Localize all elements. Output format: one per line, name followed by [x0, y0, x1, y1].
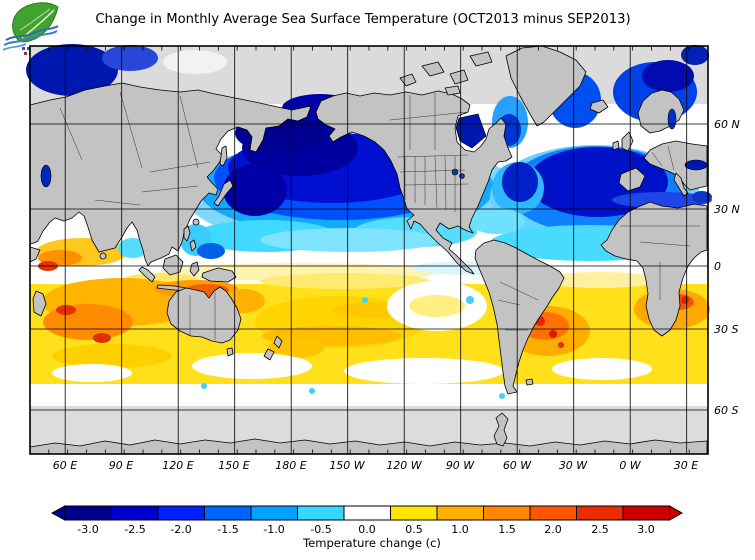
longitude-label: 180 E: [275, 459, 306, 472]
colorbar-caption: Temperature change (c): [302, 536, 441, 550]
colorbar-tick-label: 0.0: [358, 523, 376, 536]
region-iberia: [618, 167, 646, 192]
hudson-bay: [455, 113, 487, 149]
colorbar-tick-label: 0.5: [405, 523, 423, 536]
colorbar-segment: [576, 505, 624, 521]
islands-philippines-south: [189, 239, 197, 252]
island-sulawesi: [189, 261, 200, 277]
longitude-label: 60 W: [503, 459, 532, 472]
colorbar-tick-label: -2.0: [170, 523, 191, 536]
longitude-label: 150 W: [329, 459, 365, 472]
colorbar-segment: [157, 505, 205, 521]
colorbar-segment: [436, 505, 484, 521]
longitude-label: 30 E: [674, 459, 698, 472]
island-new-guinea: [201, 267, 237, 283]
colorbar-tick-label: 3.0: [637, 523, 655, 536]
island-sumatra: [138, 266, 156, 283]
colorbar-segment: [343, 505, 391, 521]
latitude-label: 60 S: [714, 404, 738, 417]
colorbar-right-arrow: [669, 505, 684, 521]
longitude-label: 30 W: [559, 459, 588, 472]
region-europe-main: [643, 140, 708, 191]
latitude-label: 0: [714, 260, 721, 273]
island-japan: [213, 179, 234, 207]
colorbar-tick-label: 2.5: [591, 523, 609, 536]
island-iceland: [589, 99, 609, 114]
colorbar-tick-label: 1.5: [498, 523, 516, 536]
page-title: Change in Monthly Average Sea Surface Te…: [95, 12, 630, 27]
antarctic-peninsula: [493, 412, 509, 447]
longitude-label: 120 W: [386, 459, 422, 472]
colorbar-tick-label: -3.0: [77, 523, 98, 536]
continent-south-america: [474, 239, 565, 395]
colorbar-segment: [64, 505, 112, 521]
colorbar-segment: [390, 505, 438, 521]
colorbar-segments: [64, 505, 670, 521]
colorbar-segment: [622, 505, 670, 521]
continent-north-america: [315, 90, 513, 275]
colorbar-tick-labels: -3.0 -2.5 -2.0 -1.5 -1.0 -0.5 0.0 0.5 1.…: [77, 523, 654, 536]
colorbar-segment: [250, 505, 298, 521]
longitude-label: 0 W: [619, 459, 641, 472]
region-italy: [673, 172, 689, 197]
arctic-island-4: [469, 51, 493, 67]
colorbar-segment: [111, 505, 159, 521]
header: Change in Monthly Average Sea Surface Te…: [2, 2, 631, 55]
longitude-axis-labels: 60 E 90 E 120 E 150 E 180 E 150 W 120 W …: [53, 459, 698, 472]
continent-africa: [600, 201, 708, 337]
map-frame: [29, 45, 709, 455]
islands-falkland: [525, 378, 534, 386]
island-new-zealand-north: [273, 335, 283, 349]
arctic-island-2: [421, 61, 445, 77]
island-greenland: [505, 45, 587, 127]
colorbar-segment: [297, 505, 345, 521]
island-new-zealand-south: [263, 348, 275, 361]
latitude-axis-labels: 60 N 30 N 0 30 S 60 S: [714, 118, 740, 417]
island-tasmania: [226, 347, 234, 357]
island-srilanka: [99, 252, 107, 260]
colorbar-tick-label: 1.0: [451, 523, 469, 536]
island-sakhalin: [219, 145, 228, 167]
colorbar-tick-label: -2.5: [124, 523, 145, 536]
latitude-label: 30 S: [714, 323, 738, 336]
longitude-label: 90 W: [446, 459, 475, 472]
island-ireland: [612, 140, 620, 151]
colorbar-tick-label: -1.0: [263, 523, 284, 536]
continent-eurasia: [29, 82, 312, 267]
latitude-label: 60 N: [714, 118, 740, 131]
agency-logo: [2, 2, 59, 55]
great-lakes: [459, 173, 465, 179]
colorbar-tick-label: -1.5: [217, 523, 238, 536]
colorbar-segment: [204, 505, 252, 521]
longitude-label: 90 E: [109, 459, 133, 472]
black-sea: [684, 159, 708, 171]
latitude-label: 30 N: [714, 203, 740, 216]
island-taiwan: [192, 218, 200, 226]
colorbar-tick-label: -0.5: [310, 523, 331, 536]
baltic-sea: [667, 108, 677, 130]
longitude-label: 120 E: [162, 459, 193, 472]
sst-map: [26, 44, 712, 455]
colorbar-left-arrow: [50, 505, 66, 521]
longitude-label: 60 E: [53, 459, 77, 472]
islands-philippines: [183, 225, 191, 242]
arctic-island-3: [449, 69, 469, 85]
arctic-island-5: [444, 85, 461, 96]
graticule: [30, 46, 708, 454]
longitude-label: 150 E: [218, 459, 249, 472]
colorbar-segment: [483, 505, 531, 521]
colorbar-tick-label: 2.0: [544, 523, 562, 536]
political-borders: [59, 91, 700, 340]
waves-icon: [2, 25, 59, 51]
colorbar: -3.0 -2.5 -2.0 -1.5 -1.0 -0.5 0.0 0.5 1.…: [50, 505, 684, 550]
caspian-sea: [40, 164, 52, 188]
colorbar-segment: [529, 505, 577, 521]
island-madagascar: [32, 290, 47, 317]
